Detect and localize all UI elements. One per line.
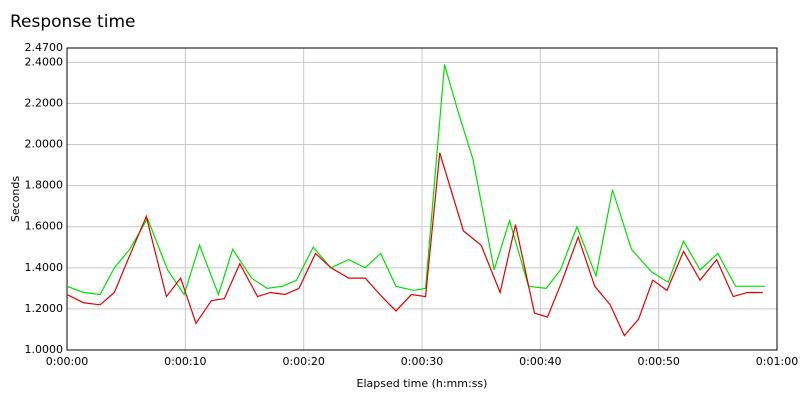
- y-tick-label: 1.0000: [25, 343, 64, 356]
- y-tick-label: 2.0000: [25, 138, 64, 151]
- x-axis-label: Elapsed time (h:mm:ss): [357, 377, 488, 390]
- x-tick-label: 0:00:10: [164, 355, 206, 368]
- y-tick-label: 2.2000: [25, 96, 64, 109]
- x-tick-label: 0:00:40: [519, 355, 561, 368]
- plot-border: [66, 47, 778, 351]
- y-tick-label: 1.2000: [25, 302, 64, 315]
- x-tick-label: 0:00:30: [401, 355, 443, 368]
- x-tick-label: 0:00:50: [637, 355, 679, 368]
- y-axis-label: Seconds: [9, 176, 22, 222]
- y-tick-label: 1.6000: [25, 220, 64, 233]
- chart-title: Response time: [10, 12, 135, 32]
- series-line: [66, 64, 766, 297]
- y-tick-label: 1.8000: [25, 179, 64, 192]
- series-line: [66, 152, 763, 337]
- y-tick-label: 2.4000: [25, 55, 64, 68]
- x-tick-label: 0:00:00: [46, 355, 88, 368]
- x-tick-label: 0:01:00: [756, 355, 798, 368]
- y-tick-label: 1.4000: [25, 261, 64, 274]
- x-tick-label: 0:00:20: [282, 355, 324, 368]
- y-tick-label: 2.4700: [25, 41, 64, 54]
